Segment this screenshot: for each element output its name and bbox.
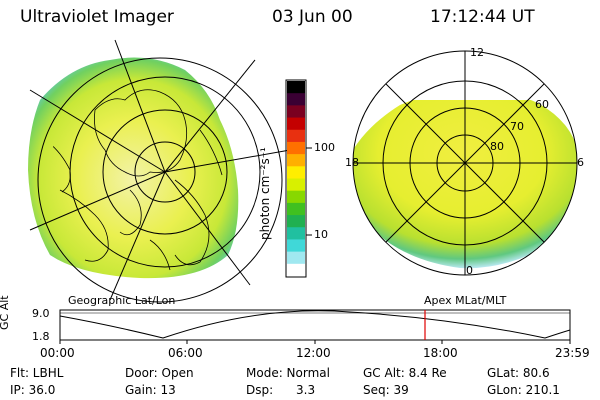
colorbar-tick-10: 10 xyxy=(314,228,328,241)
colorbar-band xyxy=(287,239,305,253)
colorbar-band xyxy=(287,166,305,179)
info-ip: IP: 36.0 xyxy=(10,383,56,397)
colorbar-band xyxy=(287,190,305,204)
colorbar-band xyxy=(287,215,305,228)
mlt-label-0: 0 xyxy=(466,264,473,277)
colorbar-band xyxy=(287,93,305,106)
info-dsp-value: 3.3 xyxy=(296,383,316,397)
info-glon: GLon: 210.1 xyxy=(487,383,560,397)
info-glat: GLat: 80.6 xyxy=(487,366,550,380)
orbit-plot xyxy=(59,309,571,344)
info-filter: Flt: LBHL xyxy=(10,366,64,380)
colorbar-band xyxy=(287,154,305,167)
colorbar-band xyxy=(287,129,305,143)
colorbar-band xyxy=(287,141,305,155)
right-image-caption: Apex MLat/MLT xyxy=(424,294,507,307)
instrument-title: Ultraviolet Imager xyxy=(20,7,174,27)
colorbar-band xyxy=(287,117,305,131)
orbit-ytick-low: 1.8 xyxy=(32,330,50,343)
colorbar-band xyxy=(287,251,305,265)
orbit-xtick-1200: 12:00 xyxy=(296,346,331,360)
image-time: 17:12:44 UT xyxy=(430,7,535,27)
lat-label-70: 70 xyxy=(510,120,524,133)
colorbar-unit-label: photon cm⁻²s⁻¹ xyxy=(258,147,272,240)
orbit-xtick-1800: 18:00 xyxy=(423,346,458,360)
mlt-label-18: 18 xyxy=(345,156,359,169)
orbit-ytick-high: 9.0 xyxy=(32,307,50,320)
colorbar-band xyxy=(287,227,305,240)
lat-label-80: 80 xyxy=(490,140,504,153)
geographic-image xyxy=(28,39,291,303)
colorbar-band xyxy=(287,81,305,94)
info-gain: Gain: 13 xyxy=(125,383,176,397)
orbit-xtick-2359: 23:59 xyxy=(555,346,590,360)
mlt-label-12: 12 xyxy=(470,46,484,59)
right-auroral-emission xyxy=(353,89,577,269)
info-mode: Mode: Normal xyxy=(246,366,330,380)
image-date: 03 Jun 00 xyxy=(272,7,353,27)
orbit-xtick-0000: 00:00 xyxy=(40,346,75,360)
mlt-label-6: 6 xyxy=(577,156,584,169)
orbit-xtick-0600: 06:00 xyxy=(168,346,203,360)
left-image-caption: Geographic Lat/Lon xyxy=(68,294,176,307)
colorbar-band xyxy=(287,263,305,277)
info-dsp-label: Dsp: xyxy=(246,383,274,397)
colorbar-band xyxy=(287,202,305,216)
colorbar-tick-100: 100 xyxy=(314,141,335,154)
lat-label-60: 60 xyxy=(535,98,549,111)
colorbar-band xyxy=(287,105,305,119)
orbit-ylabel: GC Alt xyxy=(0,295,11,330)
orbit-altitude-curve xyxy=(59,310,571,339)
magnetic-image xyxy=(352,50,578,276)
info-gc-alt: GC Alt: 8.4 Re xyxy=(363,366,447,380)
lat-lon-grid xyxy=(29,39,291,303)
colorbar-band xyxy=(287,178,305,192)
left-auroral-emission xyxy=(28,57,239,279)
info-seq: Seq: 39 xyxy=(363,383,409,397)
color-bar xyxy=(285,79,312,278)
info-door: Door: Open xyxy=(125,366,194,380)
